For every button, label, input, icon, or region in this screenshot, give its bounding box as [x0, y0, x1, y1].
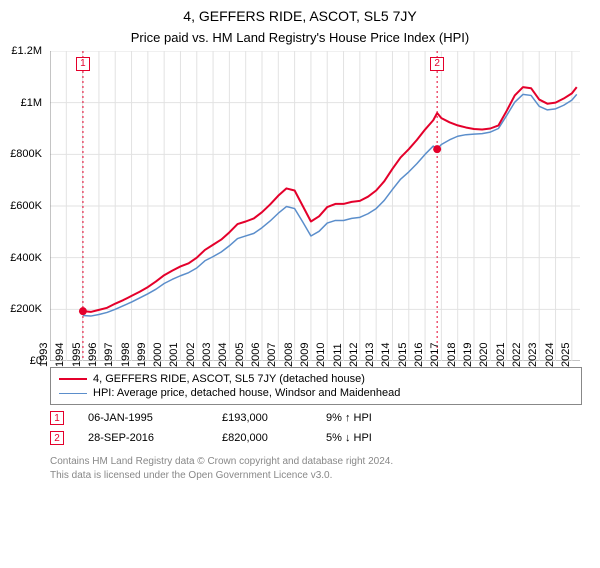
- sale-price: £193,000: [222, 412, 302, 424]
- legend-swatch: [59, 378, 87, 380]
- x-axis-label: 2000: [152, 343, 164, 367]
- sale-date: 28-SEP-2016: [88, 432, 198, 444]
- x-axis-label: 1995: [70, 343, 82, 367]
- sale-hpi: 5% ↓ HPI: [326, 432, 416, 444]
- x-axis-label: 2007: [266, 343, 278, 367]
- x-axis-label: 2016: [413, 343, 425, 367]
- x-axis-label: 1999: [136, 343, 148, 367]
- x-axis-label: 2015: [397, 343, 409, 367]
- chart-subtitle: Price paid vs. HM Land Registry's House …: [0, 30, 600, 45]
- x-axis-label: 2024: [543, 343, 555, 367]
- sale-row: 2 28-SEP-2016 £820,000 5% ↓ HPI: [50, 431, 600, 445]
- x-axis-label: 1998: [119, 343, 131, 367]
- x-axis-label: 2011: [332, 343, 344, 367]
- sale-marker-2: 2: [430, 57, 444, 71]
- x-axis-label: 2019: [462, 343, 474, 367]
- x-axis-label: 1996: [87, 343, 99, 367]
- x-axis-label: 2025: [560, 343, 572, 367]
- figure-container: 4, GEFFERS RIDE, ASCOT, SL5 7JY Price pa…: [0, 8, 600, 568]
- x-axis-label: 2022: [511, 343, 523, 367]
- y-axis-label: £400K: [0, 252, 42, 264]
- sales-table: 1 06-JAN-1995 £193,000 9% ↑ HPI 2 28-SEP-2016…: [0, 411, 600, 445]
- x-axis-label: 2005: [233, 343, 245, 367]
- legend-label: 4, GEFFERS RIDE, ASCOT, SL5 7JY (detache…: [93, 373, 365, 385]
- sale-badge: 2: [50, 431, 64, 445]
- y-axis-label: £600K: [0, 200, 42, 212]
- y-axis-label: £1.2M: [0, 45, 42, 57]
- legend-box: 4, GEFFERS RIDE, ASCOT, SL5 7JY (detache…: [50, 367, 582, 405]
- y-axis-label: £200K: [0, 303, 42, 315]
- legend-item: HPI: Average price, detached house, Wind…: [59, 386, 573, 400]
- x-axis-label: 2004: [217, 343, 229, 367]
- x-axis-label: 2010: [315, 343, 327, 367]
- x-axis-label: 1994: [54, 343, 66, 367]
- chart-plot-area: £0£200K£400K£600K£800K£1M£1.2M1993199419…: [50, 51, 580, 361]
- sale-price: £820,000: [222, 432, 302, 444]
- footer-line-1: Contains HM Land Registry data © Crown c…: [50, 455, 582, 469]
- sale-row: 1 06-JAN-1995 £193,000 9% ↑ HPI: [50, 411, 600, 425]
- x-axis-label: 2006: [250, 343, 262, 367]
- x-axis-label: 2001: [168, 343, 180, 367]
- x-axis-label: 2008: [282, 343, 294, 367]
- y-axis-label: £800K: [0, 148, 42, 160]
- legend-label: HPI: Average price, detached house, Wind…: [93, 387, 400, 399]
- x-axis-label: 2012: [348, 343, 360, 367]
- chart-title: 4, GEFFERS RIDE, ASCOT, SL5 7JY: [0, 8, 600, 24]
- sale-date: 06-JAN-1995: [88, 412, 198, 424]
- x-axis-label: 2009: [299, 343, 311, 367]
- sale-badge: 1: [50, 411, 64, 425]
- x-axis-label: 2018: [445, 343, 457, 367]
- x-axis-label: 2021: [494, 343, 506, 367]
- y-axis-label: £1M: [0, 97, 42, 109]
- x-axis-label: 2017: [429, 343, 441, 367]
- legend-item: 4, GEFFERS RIDE, ASCOT, SL5 7JY (detache…: [59, 372, 573, 386]
- x-axis-label: 2003: [201, 343, 213, 367]
- x-axis-label: 1993: [38, 343, 50, 367]
- footer-attribution: Contains HM Land Registry data © Crown c…: [50, 455, 582, 482]
- y-axis-label: £0: [0, 355, 42, 367]
- x-axis-label: 1997: [103, 343, 115, 367]
- sale-marker-1: 1: [76, 57, 90, 71]
- x-axis-label: 2020: [478, 343, 490, 367]
- legend-swatch: [59, 393, 87, 394]
- x-axis-label: 2014: [380, 343, 392, 367]
- x-axis-label: 2002: [185, 343, 197, 367]
- x-axis-label: 2013: [364, 343, 376, 367]
- x-axis-label: 2023: [527, 343, 539, 367]
- sale-hpi: 9% ↑ HPI: [326, 412, 416, 424]
- footer-line-2: This data is licensed under the Open Gov…: [50, 469, 582, 483]
